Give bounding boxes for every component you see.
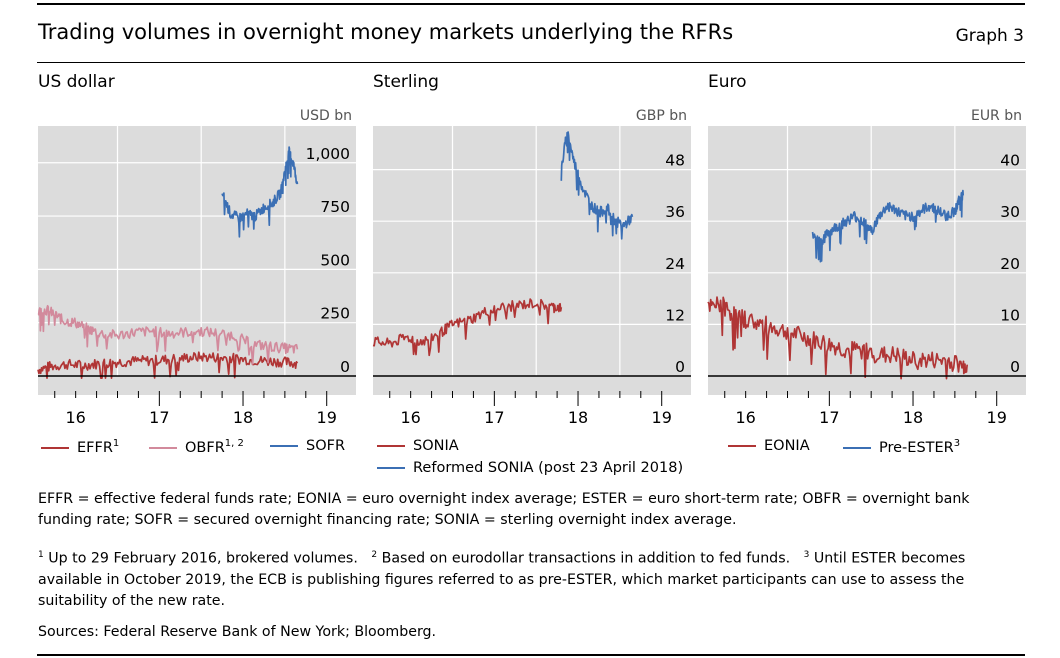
legend-label: EFFR: [77, 439, 113, 456]
y-tick-label: 48: [665, 152, 685, 170]
x-tick-label: 18: [903, 408, 923, 427]
bottom-rule: [37, 654, 1025, 656]
y-tick-label: 0: [340, 358, 350, 376]
usd-chart-panel: US dollar 0 250 500 750 1,000 USD bn 16 17 18 19 …: [37, 66, 360, 486]
y-tick-label: 1,000: [306, 145, 350, 163]
legend-swatch: [728, 445, 756, 447]
legend-footnote-mark: 3: [953, 438, 961, 449]
x-tick-label: 19: [652, 408, 672, 427]
series-line-obfr: [37, 304, 299, 365]
unit-label: EUR bn: [971, 108, 1022, 124]
unit-label: GBP bn: [636, 108, 687, 124]
footnotes: 1 Up to 29 February 2016, brokered volum…: [38, 545, 1026, 612]
y-tick-label: 30: [1000, 203, 1020, 221]
sources-text: Sources: Federal Reserve Bank of New Yor…: [38, 624, 437, 640]
legend-label: OBFR: [185, 439, 225, 456]
x-tick-label: 17: [819, 408, 839, 427]
legend-item-sofr: SOFR: [270, 438, 345, 454]
footnote-mark-3: 3: [803, 550, 810, 560]
y-tick-label: 40: [1000, 152, 1020, 170]
legend-item-effr: EFFR1: [41, 438, 119, 456]
y-tick-label: 500: [320, 251, 350, 269]
footnote-1: Up to 29 February 2016, brokered volumes…: [43, 550, 358, 567]
x-tick-label: 16: [735, 408, 755, 427]
x-tick-label: 16: [400, 408, 420, 427]
eur-chart: 0 10 20 30 40 EUR bn 16 17 18 19: [707, 108, 1026, 427]
plot-area: [373, 126, 691, 395]
definitions-note: EFFR = effective federal funds rate; EON…: [38, 489, 1026, 531]
legend-swatch: [149, 446, 177, 449]
footnote-mark-2: 2: [371, 550, 378, 560]
x-tick-label: 17: [484, 408, 504, 427]
legend-item-sonia: SONIA: [377, 438, 459, 454]
footnote-3: Until ESTER becomes available in October…: [38, 550, 966, 609]
y-tick-label: 750: [320, 198, 350, 216]
x-tick-label: 19: [317, 408, 337, 427]
y-tick-label: 0: [1010, 358, 1020, 376]
legend-item-reformed-sonia: Reformed SONIA (post 23 April 2018): [377, 460, 683, 476]
x-tick-label: 17: [149, 408, 169, 427]
page-title: Trading volumes in overnight money marke…: [38, 20, 734, 44]
legend-item-obfr: OBFR1, 2: [149, 438, 244, 456]
y-tick-label: 0: [675, 358, 685, 376]
usd-chart: 0 250 500 750 1,000 USD bn 16 17 18 19: [37, 108, 356, 427]
y-tick-label: 20: [1000, 255, 1020, 273]
y-tick-label: 24: [665, 255, 685, 273]
y-tick-label: 250: [320, 305, 350, 323]
x-tick-label: 18: [233, 408, 253, 427]
legend-footnote-mark: 1, 2: [224, 438, 244, 449]
x-tick-label: 18: [568, 408, 588, 427]
legend-label: EONIA: [764, 438, 810, 454]
panel-title: US dollar: [38, 72, 115, 92]
eur-chart-panel: Euro 0 10 20 30 40 EUR bn 16 17 18 19 EONIA Pre-E…: [707, 66, 1030, 486]
x-tick-label: 19: [987, 408, 1007, 427]
gbp-chart: 0 12 24 36 48 GBP bn 16 17 18 19: [372, 108, 691, 427]
legend-swatch: [377, 445, 405, 447]
series-line-eonia: [707, 296, 969, 380]
legend-footnote-mark: 1: [112, 438, 120, 449]
legend-label: SONIA: [413, 438, 459, 454]
panel-title: Euro: [708, 72, 747, 92]
series-line-pre-ester: [811, 189, 965, 263]
panel-title: Sterling: [373, 72, 439, 92]
legend-label: Reformed SONIA (post 23 April 2018): [413, 460, 684, 476]
legend-item-pre-ester: Pre-ESTER3: [843, 438, 960, 456]
gbp-chart-panel: Sterling 0 12 24 36 48 GBP bn 16 17 18 19 SONIA R…: [372, 66, 695, 486]
footnote-2: Based on eurodollar transactions in addi…: [377, 550, 791, 567]
series-line-sofr: [221, 146, 299, 238]
legend-swatch: [41, 446, 69, 449]
legend-item-eonia: EONIA: [728, 438, 810, 454]
legend-swatch: [377, 467, 405, 469]
graph-label: Graph 3: [955, 26, 1024, 46]
legend-label: Pre-ESTER: [879, 439, 954, 456]
series-line-sonia: [372, 298, 563, 357]
footnote-mark-1: 1: [38, 550, 44, 560]
plot-area: [38, 126, 356, 395]
legend-label: SOFR: [306, 438, 346, 454]
y-tick-label: 36: [665, 203, 685, 221]
y-tick-label: 12: [665, 306, 685, 324]
legend-swatch: [843, 446, 871, 449]
definitions-text: EFFR = effective federal funds rate; EON…: [38, 491, 970, 528]
sources-note: Sources: Federal Reserve Bank of New Yor…: [38, 622, 1026, 643]
series-line-reformed-sonia-post-23-april-2018: [560, 131, 634, 240]
top-rule: [37, 3, 1025, 5]
title-rule: [37, 62, 1025, 63]
legend-swatch: [270, 445, 298, 447]
unit-label: USD bn: [300, 108, 352, 124]
series-line-effr: [37, 351, 299, 379]
y-tick-label: 10: [1000, 306, 1020, 324]
x-tick-label: 16: [65, 408, 85, 427]
